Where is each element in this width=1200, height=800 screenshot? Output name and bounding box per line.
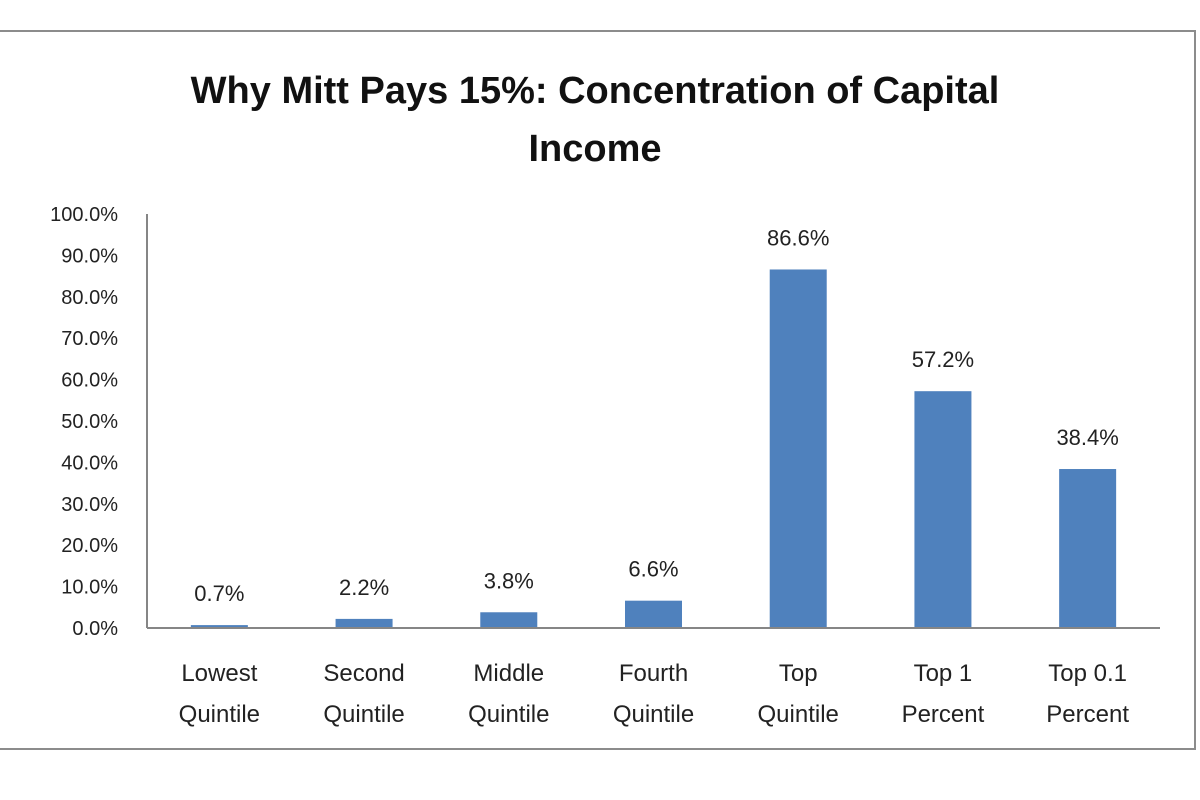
category-label: Quintile <box>323 701 404 728</box>
category-label: Second <box>323 660 404 687</box>
category-label: Lowest <box>181 660 257 687</box>
data-label: 38.4% <box>1056 425 1118 450</box>
data-label: 86.6% <box>767 225 829 250</box>
bar <box>335 618 393 628</box>
category-label: Quintile <box>758 701 839 728</box>
y-tick-label: 40.0% <box>61 452 118 474</box>
bar <box>1059 469 1117 628</box>
data-label: 6.6% <box>628 557 678 582</box>
data-label: 3.8% <box>484 568 534 593</box>
category-label: Quintile <box>179 701 260 728</box>
y-tick-label: 20.0% <box>61 535 118 557</box>
bar <box>625 600 682 628</box>
bar <box>769 269 827 628</box>
bar <box>190 625 248 628</box>
category-label: Fourth <box>619 660 688 687</box>
bar <box>914 391 972 628</box>
y-tick-label: 90.0% <box>61 245 118 267</box>
y-tick-label: 70.0% <box>61 328 118 350</box>
chart-title: Why Mitt Pays 15%: Concentration of Capi… <box>190 70 1000 170</box>
category-label: Top 0.1 <box>1048 660 1127 687</box>
category-label: Percent <box>902 701 985 728</box>
data-label: 0.7% <box>194 581 244 606</box>
chart-frame <box>0 30 1196 750</box>
y-tick-label: 0.0% <box>72 618 118 640</box>
y-tick-label: 80.0% <box>61 287 118 309</box>
y-tick-label: 30.0% <box>61 494 118 516</box>
y-tick-label: 100.0% <box>50 204 118 226</box>
data-label: 2.2% <box>339 575 389 600</box>
category-label: Top 1 <box>914 660 973 687</box>
category-label: Middle <box>473 660 544 687</box>
data-label: 57.2% <box>912 347 974 372</box>
y-tick-label: 10.0% <box>61 577 118 599</box>
bar <box>480 612 538 628</box>
y-tick-label: 50.0% <box>61 411 118 433</box>
category-label: Percent <box>1046 701 1129 728</box>
y-tick-label: 60.0% <box>61 370 118 392</box>
category-label: Quintile <box>468 701 549 728</box>
category-label: Quintile <box>613 701 694 728</box>
category-label: Top <box>779 660 818 687</box>
